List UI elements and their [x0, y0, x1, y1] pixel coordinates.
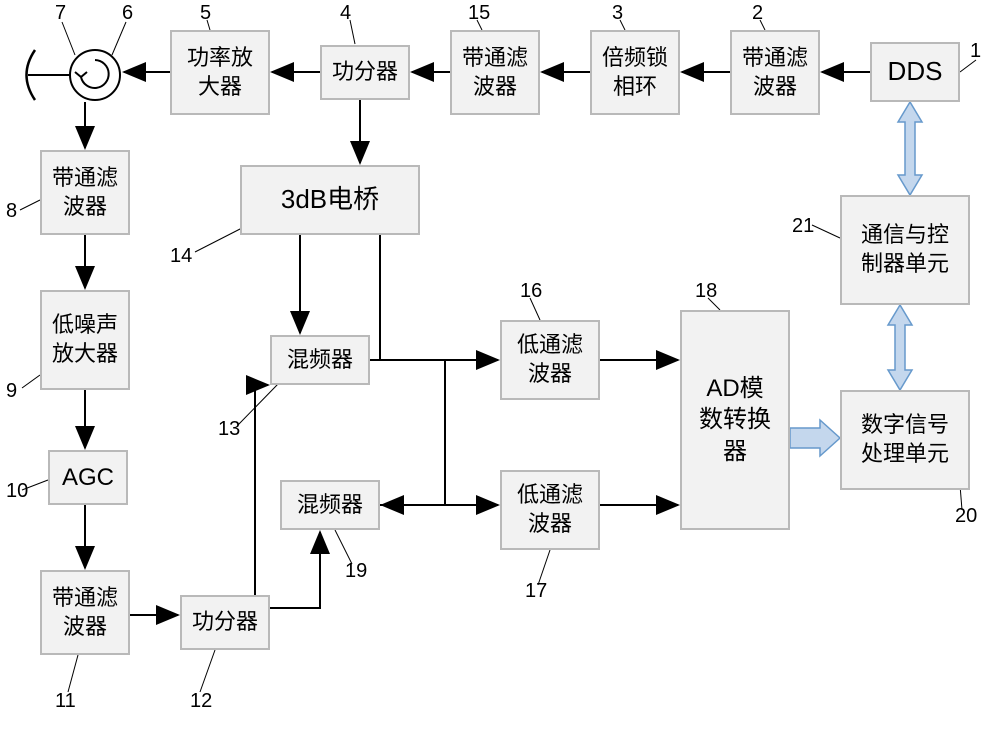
- block-lna: 低噪声 放大器: [40, 290, 130, 390]
- block-label: 倍频锁 相环: [602, 44, 668, 101]
- block-pll: 倍频锁 相环: [590, 30, 680, 115]
- block-label: 混频器: [287, 346, 353, 375]
- block-splitter4: 功分器: [320, 45, 410, 100]
- num-8: 8: [6, 200, 17, 223]
- wide-arrow-dsp-ctrl: [888, 305, 912, 390]
- num-7: 7: [55, 2, 66, 25]
- block-ctrl: 通信与控 制器单元: [840, 195, 970, 305]
- num-11: 11: [55, 690, 76, 713]
- block-label: 带通滤 波器: [52, 584, 118, 641]
- block-label: 功分器: [192, 608, 258, 637]
- block-bpf2: 带通滤 波器: [730, 30, 820, 115]
- block-label: 带通滤 波器: [462, 44, 528, 101]
- block-label: 带通滤 波器: [52, 164, 118, 221]
- block-bridge: 3dB电桥: [240, 165, 420, 235]
- block-lpf16: 低通滤 波器: [500, 320, 600, 400]
- num-17: 17: [525, 580, 547, 603]
- block-label: AD模 数转换 器: [699, 373, 771, 467]
- num-5: 5: [200, 2, 211, 25]
- num-10: 10: [6, 480, 28, 503]
- block-label: 功分器: [332, 58, 398, 87]
- num-16: 16: [520, 280, 542, 303]
- wide-arrow-adc-dsp: [790, 420, 840, 456]
- block-agc: AGC: [48, 450, 128, 505]
- num-15: 15: [468, 2, 490, 25]
- block-label: 低通滤 波器: [517, 481, 583, 538]
- num-12: 12: [190, 690, 212, 713]
- block-adc: AD模 数转换 器: [680, 310, 790, 530]
- block-label: DDS: [888, 55, 943, 89]
- num-9: 9: [6, 380, 17, 403]
- block-mixer13: 混频器: [270, 335, 370, 385]
- antenna-icon: [27, 50, 49, 100]
- block-pa: 功率放 大器: [170, 30, 270, 115]
- num-1: 1: [970, 40, 981, 63]
- num-14: 14: [170, 245, 192, 268]
- block-label: 混频器: [297, 491, 363, 520]
- num-4: 4: [340, 2, 351, 25]
- circulator: [70, 50, 120, 100]
- block-bpf15: 带通滤 波器: [450, 30, 540, 115]
- block-label: 带通滤 波器: [742, 44, 808, 101]
- num-19: 19: [345, 560, 367, 583]
- block-label: 3dB电桥: [281, 183, 379, 217]
- num-13: 13: [218, 418, 240, 441]
- block-splitter12: 功分器: [180, 595, 270, 650]
- block-label: 功率放 大器: [187, 44, 253, 101]
- num-3: 3: [612, 2, 623, 25]
- block-label: 数字信号 处理单元: [861, 411, 949, 468]
- block-label: 低通滤 波器: [517, 331, 583, 388]
- block-lpf17: 低通滤 波器: [500, 470, 600, 550]
- block-label: 通信与控 制器单元: [861, 221, 949, 278]
- num-2: 2: [752, 2, 763, 25]
- diagram-canvas: DDS 1 带通滤 波器 2 倍频锁 相环 3 带通滤 波器 15 功分器 4 …: [0, 0, 1000, 755]
- block-bpf8: 带通滤 波器: [40, 150, 130, 235]
- block-label: AGC: [62, 462, 114, 493]
- block-bpf11: 带通滤 波器: [40, 570, 130, 655]
- num-18: 18: [695, 280, 717, 303]
- block-mixer19: 混频器: [280, 480, 380, 530]
- num-21: 21: [792, 215, 814, 238]
- block-label: 低噪声 放大器: [52, 311, 118, 368]
- num-20: 20: [955, 505, 977, 528]
- num-6: 6: [122, 2, 133, 25]
- block-dsp: 数字信号 处理单元: [840, 390, 970, 490]
- wide-arrow-ctrl-dds: [898, 102, 922, 195]
- block-dds: DDS: [870, 42, 960, 102]
